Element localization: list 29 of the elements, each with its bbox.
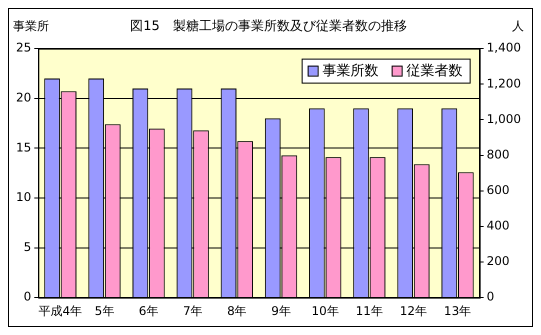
y-axis-title: 事業所	[13, 19, 49, 34]
y-tick-label: 0	[24, 290, 32, 304]
y2-tick-label: 0	[486, 290, 494, 304]
chart-title: 図15 製糖工場の事業所数及び従業者数の推移	[130, 19, 407, 34]
y2-axis-title: 人	[512, 19, 524, 34]
y2-tick-label: 1,400	[486, 40, 522, 55]
y2-tick-label: 600	[486, 183, 510, 198]
x-tick-label: 12年	[400, 304, 428, 318]
y2-tick-label: 400	[486, 218, 510, 233]
y-tick-label: 10	[16, 190, 32, 204]
x-tick-label: 9年	[271, 304, 291, 318]
y2-tick-label: 800	[486, 147, 510, 162]
x-tick-label: 10年	[312, 304, 339, 318]
y-tick-label: 15	[16, 140, 32, 154]
y2-tick-label: 1,000	[486, 112, 522, 126]
y2-tick-label: 1,200	[486, 76, 522, 90]
x-tick-label: 5年	[94, 304, 114, 318]
x-tick-label: 7年	[182, 304, 203, 318]
legend-label: 従業者数	[406, 63, 463, 80]
y-tick-label: 25	[16, 40, 32, 55]
y-tick-label: 20	[16, 90, 32, 105]
x-tick-label: 11年	[356, 304, 383, 318]
y-tick-label: 5	[24, 240, 32, 254]
x-tick-label: 平成4年	[38, 304, 82, 318]
legend-label: 事業所数	[322, 63, 379, 80]
x-tick-label: 8年	[227, 304, 247, 318]
x-tick-label: 13年	[444, 304, 472, 318]
x-tick-label: 6年	[138, 304, 158, 318]
y2-tick-label: 200	[486, 254, 510, 268]
